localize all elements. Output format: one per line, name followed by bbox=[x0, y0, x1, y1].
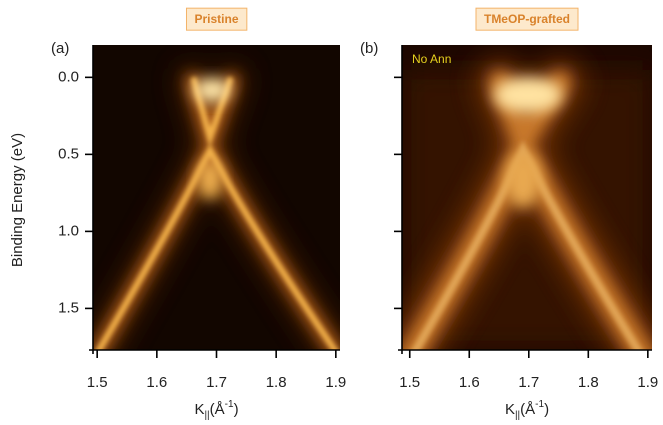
panel-title: TMeOP-grafted bbox=[484, 12, 570, 26]
y-axis-label: Binding Energy (eV) bbox=[9, 133, 26, 267]
x-tick-label: 1.7 bbox=[518, 374, 539, 391]
x-axis-label-part: K bbox=[194, 401, 204, 418]
x-tick-label: 1.8 bbox=[578, 374, 599, 391]
panel-label: (a) bbox=[51, 40, 69, 57]
x-axis-label-part: (Å bbox=[210, 401, 225, 418]
x-axis-label-part: (Å bbox=[520, 401, 535, 418]
x-tick-label: 1.5 bbox=[399, 374, 420, 391]
intensity-map-b bbox=[402, 45, 652, 360]
panel-label: (b) bbox=[360, 40, 378, 57]
y-tick-label: 0.5 bbox=[58, 145, 79, 162]
x-tick-label: 1.9 bbox=[325, 374, 346, 391]
x-tick-label: 1.8 bbox=[266, 374, 287, 391]
x-tick-label: 1.5 bbox=[87, 374, 108, 391]
x-axis-label: K||(Å-1) bbox=[505, 399, 549, 421]
x-axis-label: K||(Å-1) bbox=[194, 399, 238, 421]
figure: Pristine (a) 0.0 0.5 1.0 1.5 1.5 1.6 1.7 1.8 1.9 Bi… bbox=[0, 0, 663, 425]
x-tick-label: 1.6 bbox=[146, 374, 167, 391]
x-tick-label: 1.9 bbox=[637, 374, 658, 391]
x-axis-label-part: K bbox=[505, 401, 515, 418]
annotation: No Ann bbox=[412, 52, 451, 66]
x-tick-label: 1.7 bbox=[206, 374, 227, 391]
y-tick-label: 0.0 bbox=[58, 68, 79, 85]
y-tick-label: 1.5 bbox=[58, 299, 79, 316]
x-axis-label-part: ) bbox=[234, 401, 239, 418]
intensity-map-a bbox=[93, 45, 340, 352]
x-axis-label-part: ) bbox=[544, 401, 549, 418]
panel-title: Pristine bbox=[194, 12, 238, 26]
x-tick-label: 1.6 bbox=[459, 374, 480, 391]
y-tick-label: 1.0 bbox=[58, 222, 79, 239]
